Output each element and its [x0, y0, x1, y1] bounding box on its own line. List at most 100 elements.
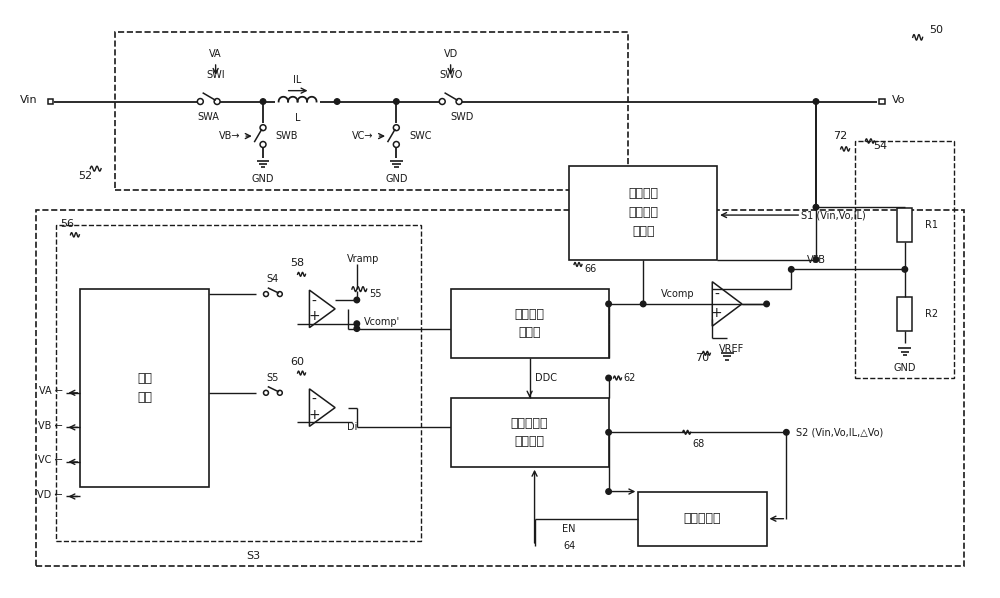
Circle shape — [764, 301, 769, 307]
Text: 脉冲省略
模式笼制
侦测器: 脉冲省略 模式笼制 侦测器 — [628, 187, 658, 238]
Text: 70: 70 — [695, 353, 709, 363]
Text: 55: 55 — [370, 289, 382, 299]
Text: SWC: SWC — [409, 131, 432, 141]
Text: S2 (Vin,Vo,IL,△Vo): S2 (Vin,Vo,IL,△Vo) — [796, 428, 883, 437]
Text: S5: S5 — [267, 373, 279, 383]
Circle shape — [264, 292, 268, 297]
Text: Vin: Vin — [20, 94, 38, 105]
Text: DDC: DDC — [535, 373, 557, 383]
Circle shape — [902, 267, 908, 272]
Text: 72: 72 — [834, 131, 848, 141]
Circle shape — [789, 267, 794, 272]
Bar — [897, 208, 912, 242]
Bar — [56, 225, 421, 541]
Text: VA ←: VA ← — [39, 386, 63, 396]
Circle shape — [214, 99, 220, 105]
Text: 动态工作周
期产生器: 动态工作周 期产生器 — [511, 417, 548, 448]
Text: 逻辑
电路: 逻辑 电路 — [137, 372, 152, 404]
Circle shape — [456, 99, 462, 105]
Text: R2: R2 — [925, 309, 938, 319]
Text: VA: VA — [209, 49, 222, 59]
Text: 62: 62 — [623, 373, 636, 383]
Text: 56: 56 — [61, 219, 75, 229]
Text: +: + — [308, 408, 320, 422]
Text: -: - — [714, 288, 719, 302]
Text: GND: GND — [385, 173, 408, 184]
Circle shape — [394, 99, 399, 104]
Circle shape — [640, 301, 646, 307]
Text: GND: GND — [894, 363, 916, 373]
Text: VD: VD — [444, 49, 458, 59]
Circle shape — [264, 390, 268, 395]
Text: 54: 54 — [873, 141, 887, 151]
Circle shape — [334, 99, 340, 104]
Text: S4: S4 — [267, 274, 279, 284]
Circle shape — [784, 429, 789, 435]
Circle shape — [606, 375, 611, 381]
Circle shape — [393, 125, 399, 130]
Bar — [569, 166, 717, 260]
Text: SWD: SWD — [451, 112, 474, 123]
Circle shape — [277, 292, 282, 297]
Bar — [80, 289, 209, 487]
Text: L: L — [295, 114, 300, 123]
Text: +: + — [711, 306, 723, 320]
Text: VC ←: VC ← — [38, 456, 63, 465]
Text: VREF: VREF — [719, 344, 745, 355]
Text: Di: Di — [347, 422, 357, 432]
Text: R1: R1 — [925, 220, 938, 230]
Text: 58: 58 — [291, 258, 305, 269]
Text: VFB: VFB — [806, 255, 825, 266]
Text: S3: S3 — [246, 551, 260, 561]
Text: VB ←: VB ← — [38, 421, 63, 431]
Text: 66: 66 — [584, 264, 596, 274]
Bar — [451, 398, 609, 467]
Circle shape — [606, 489, 611, 495]
Text: -: - — [311, 294, 316, 309]
Circle shape — [260, 99, 266, 104]
Text: 64: 64 — [563, 541, 575, 551]
Text: SWB: SWB — [276, 131, 298, 141]
Circle shape — [354, 326, 360, 331]
Bar — [855, 141, 954, 378]
Text: VB→: VB→ — [219, 131, 240, 141]
Text: 工作周期
补偿器: 工作周期 补偿器 — [515, 308, 545, 339]
Text: 68: 68 — [693, 439, 705, 449]
Text: SWI: SWI — [206, 70, 225, 80]
Circle shape — [260, 142, 266, 148]
Bar — [879, 99, 885, 104]
Text: Vcomp: Vcomp — [661, 289, 695, 299]
Circle shape — [354, 321, 360, 327]
Text: SWA: SWA — [198, 112, 220, 123]
Circle shape — [439, 99, 445, 105]
Circle shape — [260, 125, 266, 130]
Text: 60: 60 — [291, 357, 305, 367]
Bar — [451, 289, 609, 358]
Text: Vo: Vo — [892, 94, 906, 105]
Text: +: + — [308, 309, 320, 324]
Bar — [638, 492, 767, 546]
Bar — [36, 210, 964, 566]
Bar — [115, 32, 628, 190]
Text: SWO: SWO — [439, 70, 462, 80]
Circle shape — [813, 205, 819, 210]
Circle shape — [606, 301, 611, 307]
Bar — [897, 297, 912, 331]
Text: VC→: VC→ — [352, 131, 374, 141]
Text: 模式选择器: 模式选择器 — [684, 512, 721, 525]
Circle shape — [197, 99, 203, 105]
Circle shape — [393, 142, 399, 148]
Circle shape — [813, 99, 819, 104]
Text: -: - — [311, 393, 316, 407]
Text: IL: IL — [293, 75, 302, 85]
Bar — [48, 99, 53, 104]
Text: 50: 50 — [930, 26, 944, 35]
Circle shape — [813, 257, 819, 263]
Text: EN: EN — [562, 524, 576, 534]
Circle shape — [277, 390, 282, 395]
Text: GND: GND — [252, 173, 274, 184]
Text: S1 (Vin,Vo,IL): S1 (Vin,Vo,IL) — [801, 210, 866, 220]
Circle shape — [354, 297, 360, 303]
Text: Vramp: Vramp — [347, 254, 379, 264]
Text: 52: 52 — [78, 170, 92, 181]
